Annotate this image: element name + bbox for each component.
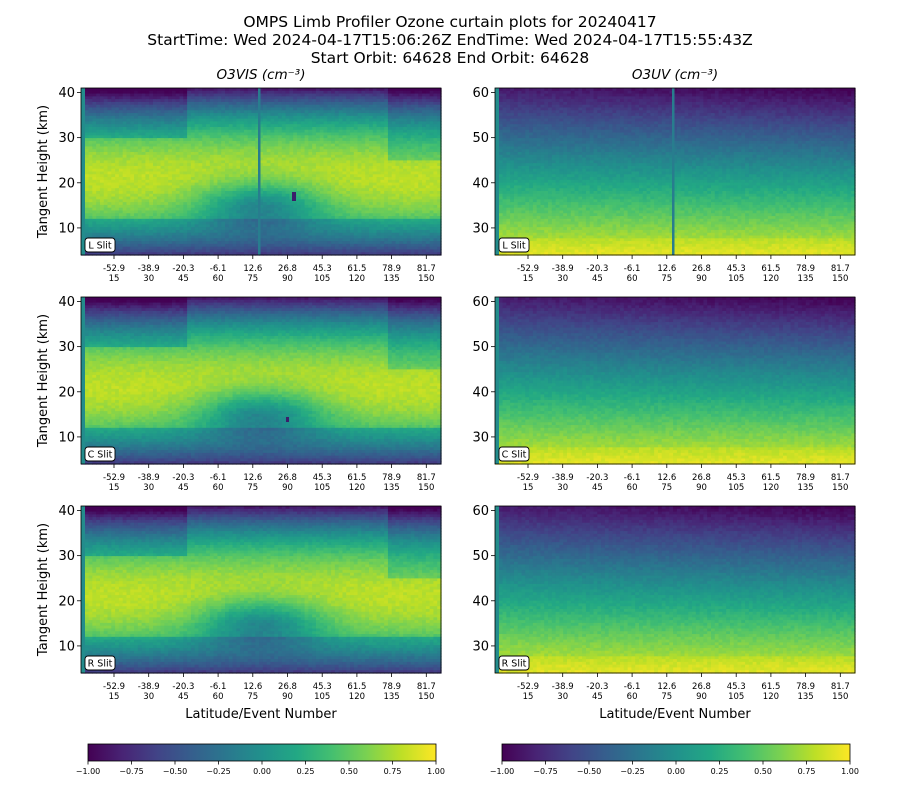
curtain-panel-left-top: 10203040-52.915-38.930-20.345-6.16012.67… — [36, 67, 442, 284]
heatmap-cells — [81, 88, 442, 256]
